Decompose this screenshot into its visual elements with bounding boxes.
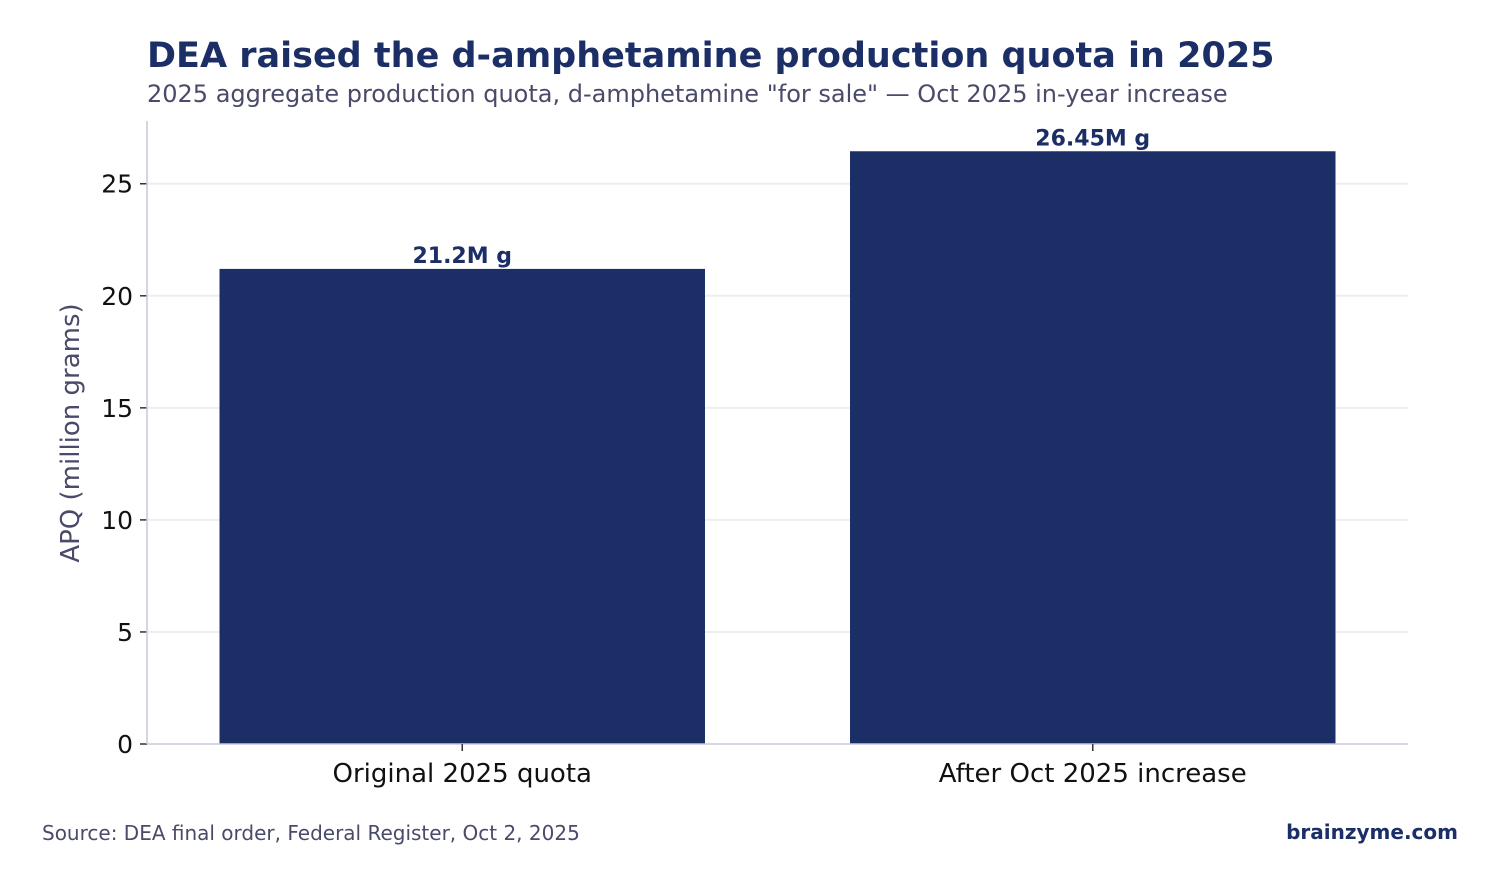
chart-title: DEA raised the d-amphetamine production … xyxy=(147,36,1275,76)
bar-value-label: 26.45M g xyxy=(1035,126,1150,151)
chart-subtitle: 2025 aggregate production quota, d-amphe… xyxy=(147,80,1228,108)
bar-value-label: 21.2M g xyxy=(412,244,512,269)
y-tick-label: 0 xyxy=(117,730,133,759)
source-note: Source: DEA final order, Federal Registe… xyxy=(42,821,580,845)
brand-link[interactable]: brainzyme.com xyxy=(1286,820,1458,844)
y-tick-label: 20 xyxy=(101,282,133,311)
y-tick-label: 25 xyxy=(101,170,133,199)
bar xyxy=(850,151,1336,744)
bar xyxy=(219,268,705,744)
x-category-label: After Oct 2025 increase xyxy=(939,759,1247,789)
y-tick-label: 5 xyxy=(117,618,133,647)
y-tick-label: 10 xyxy=(101,506,133,535)
x-category-label: Original 2025 quota xyxy=(333,759,592,789)
y-tick-label: 15 xyxy=(101,394,133,423)
y-axis-label: APQ (million grams) xyxy=(56,303,86,562)
